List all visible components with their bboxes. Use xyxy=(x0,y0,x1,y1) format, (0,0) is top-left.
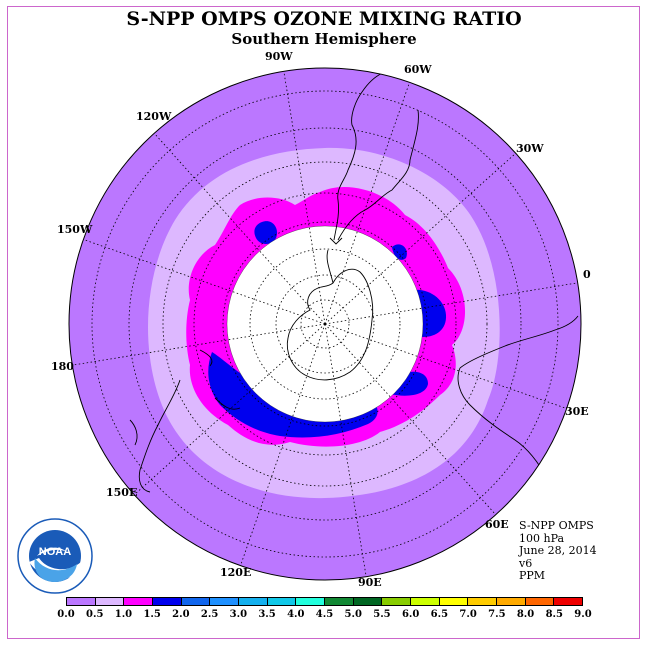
longitude-label-0: 0 xyxy=(583,268,591,281)
south-pole-marker xyxy=(323,322,327,326)
info-date: June 28, 2014 xyxy=(519,544,597,557)
longitude-label-60e: 60E xyxy=(485,518,509,531)
colorbar-tick-label: 5.0 xyxy=(344,609,362,620)
colorbar-segment xyxy=(267,598,297,605)
map-disc-outline xyxy=(68,67,582,581)
colorbar-segment xyxy=(95,598,125,605)
colorbar-segment xyxy=(210,598,240,605)
colorbar-segment xyxy=(439,598,469,605)
colorbar-tick-label: 4.0 xyxy=(287,609,305,620)
colorbar-tick-label: 5.5 xyxy=(373,609,391,620)
colorbar-segment xyxy=(239,598,268,605)
colorbar-tick-label: 8.0 xyxy=(516,609,535,620)
colorbar-segment xyxy=(497,598,526,605)
noaa-logo-icon: NOAA xyxy=(17,518,93,594)
info-version: v6 xyxy=(519,556,533,570)
longitude-label-180: 180 xyxy=(51,360,74,373)
map-info-block: S-NPP OMPS 100 hPa June 28, 2014 v6 PPM xyxy=(519,519,597,583)
longitude-label-150w: 150W xyxy=(57,223,93,236)
coastlines xyxy=(129,69,579,493)
colorbar-tick-label: 7.5 xyxy=(488,609,506,620)
colorbar-segment xyxy=(153,598,182,605)
colorbar-tick-label: 2.5 xyxy=(200,609,219,620)
colorbar-tick-label: 7.0 xyxy=(459,609,477,620)
colorbar-segment xyxy=(67,598,96,605)
coastline-africa xyxy=(459,315,579,369)
colorbar-tick-label: 3.0 xyxy=(229,609,248,620)
map-title: S-NPP OMPS OZONE MIXING RATIO xyxy=(126,8,522,30)
colorbar-tick-label: 8.5 xyxy=(545,609,563,620)
colorbar-segment xyxy=(525,598,555,605)
colorbar-segment xyxy=(296,598,326,605)
longitude-label-60w: 60W xyxy=(404,63,432,76)
plot-frame xyxy=(7,6,640,639)
info-instrument: S-NPP OMPS xyxy=(519,519,594,532)
colorbar-tick-label: 6.0 xyxy=(401,609,420,620)
colorbar-tick-label: 6.5 xyxy=(430,609,449,620)
colorbar-segment xyxy=(353,598,383,605)
colorbar-tick-label: 0.5 xyxy=(86,609,104,620)
colorbar-tick-label: 1.5 xyxy=(143,609,161,620)
polar-night-outline xyxy=(226,225,424,423)
colorbar-tick-label: 4.5 xyxy=(315,609,334,620)
info-pressure: 100 hPa xyxy=(519,531,565,545)
colorbar-segment xyxy=(181,598,211,605)
latitude-gridlines xyxy=(91,90,559,558)
colorbar-tick-label: 0.0 xyxy=(57,609,75,620)
colorbar-tick-label: 3.5 xyxy=(258,609,276,620)
colorbar-segment xyxy=(325,598,354,605)
colorbar-segment xyxy=(411,598,440,605)
coastline-south-america xyxy=(333,69,393,241)
map-subtitle: Southern Hemisphere xyxy=(231,30,417,48)
coastline-australia xyxy=(138,379,181,493)
coastline-antarctica xyxy=(286,268,374,381)
longitude-label-120e: 120E xyxy=(220,566,252,579)
colorbar-segment xyxy=(554,598,583,605)
colorbar-tick-label: 2.0 xyxy=(172,609,190,620)
longitude-label-120w: 120W xyxy=(136,110,172,123)
colorbar xyxy=(66,597,583,606)
colorbar-tick-label: 9.0 xyxy=(574,609,592,620)
ozone-contour-1-5-west xyxy=(254,221,278,244)
colorbar-segment xyxy=(382,598,412,605)
longitude-label-90e: 90E xyxy=(358,576,382,589)
longitude-label-90w: 90W xyxy=(265,50,293,63)
info-units: PPM xyxy=(519,569,546,582)
colorbar-segment xyxy=(124,598,154,605)
colorbar-segment xyxy=(468,598,498,605)
longitude-label-30w: 30W xyxy=(516,142,544,155)
longitude-label-150e: 150E xyxy=(106,486,138,499)
noaa-logo-text: NOAA xyxy=(39,546,71,558)
longitude-gridlines xyxy=(72,71,578,577)
longitude-label-30e: 30E xyxy=(565,405,589,418)
colorbar-labels: 0.0 0.5 1.0 1.5 2.0 2.5 3.0 3.5 4.0 4.5 5.0 5.5 6.0 6… xyxy=(0,609,648,625)
colorbar-tick-label: 1.0 xyxy=(114,609,133,620)
